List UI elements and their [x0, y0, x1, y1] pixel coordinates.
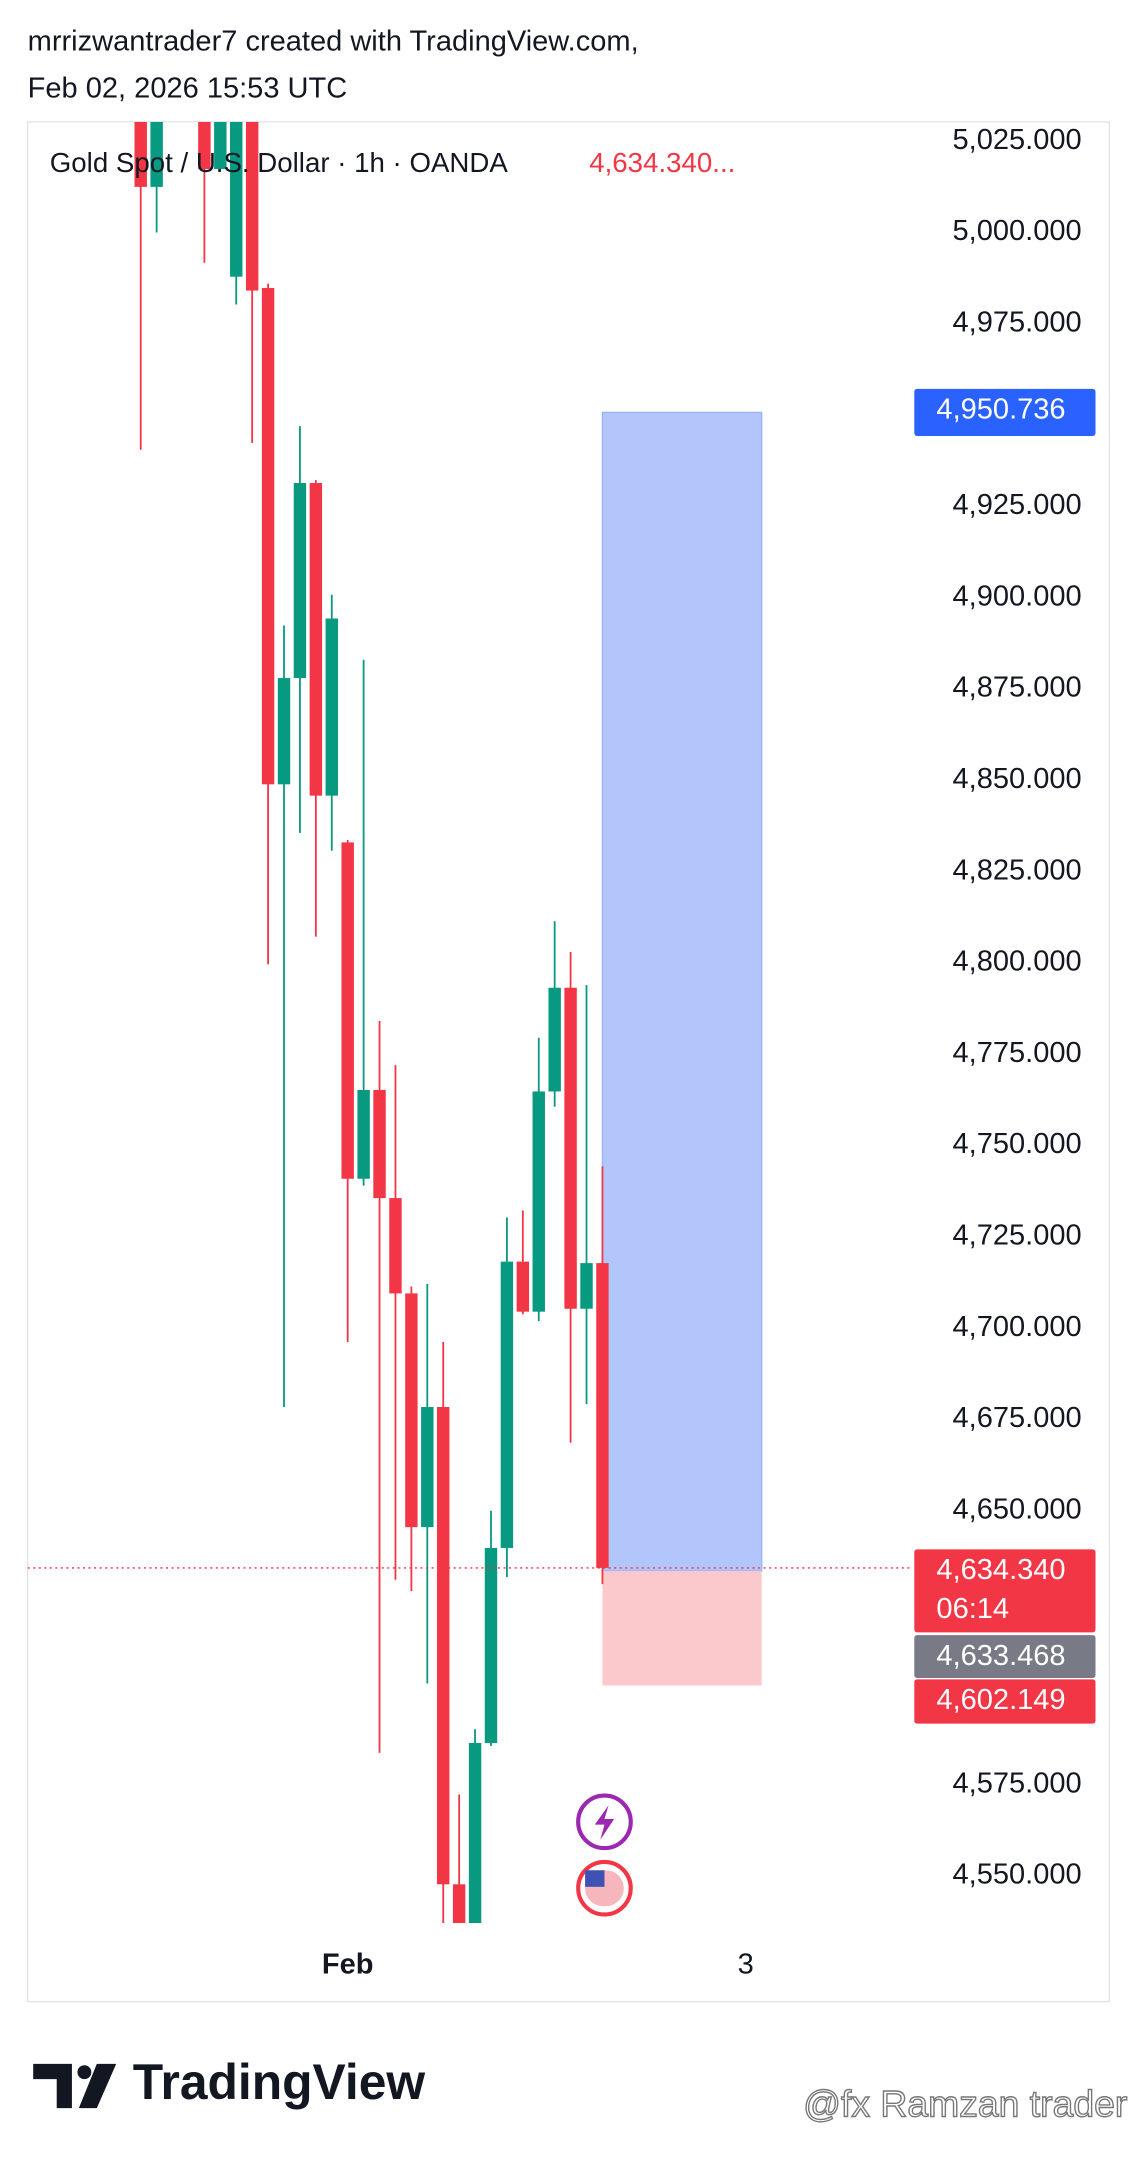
frame: [26, 121, 1111, 2003]
logo-dot: [77, 2065, 92, 2080]
header-line: mrrizwantrader7 created with TradingView…: [28, 26, 639, 58]
logo: TradingView: [33, 2054, 425, 2110]
price-tag-label: 4,950.736: [936, 394, 1065, 426]
body: [596, 1263, 609, 1568]
body: [293, 483, 307, 679]
body: [564, 987, 577, 1309]
price-tag-label: 4,602.149: [936, 1684, 1065, 1716]
y-tick-label: 5,000.000: [953, 215, 1082, 247]
body: [198, 121, 211, 169]
y-tick-label: 4,650.000: [953, 1493, 1082, 1525]
y-tick-label: 4,700.000: [953, 1311, 1082, 1343]
price-tag: [914, 1635, 1096, 1678]
y-tick-label: 4,825.000: [953, 854, 1082, 886]
body: [309, 483, 323, 796]
y-tick-label: 4,800.000: [953, 946, 1082, 978]
y-tick-label: 4,750.000: [953, 1128, 1082, 1160]
body: [452, 1884, 466, 1924]
brand: TradingView: [133, 2054, 426, 2110]
body: [437, 1406, 450, 1885]
target-zone: [601, 411, 763, 1572]
y-tick-label: 4,775.000: [953, 1037, 1082, 1069]
body: [150, 121, 163, 187]
event-icons: [576, 1793, 633, 1917]
price-tag-label: 4,633.468: [936, 1640, 1065, 1672]
countdown: 06:14: [936, 1593, 1009, 1625]
body: [230, 121, 243, 277]
y-tick-label: 4,550.000: [953, 1859, 1082, 1891]
watermark: @fx Ramzan trader: [803, 2083, 1127, 2125]
legend-value: 4,634.340...: [589, 147, 735, 178]
body: [373, 1089, 386, 1199]
body: [261, 288, 275, 785]
body: [277, 678, 291, 785]
body: [516, 1261, 530, 1312]
body: [389, 1198, 402, 1294]
y-tick-label: 4,575.000: [953, 1767, 1082, 1799]
body: [500, 1261, 514, 1548]
flag-canton: [585, 1870, 605, 1887]
y-tick-label: 4,925.000: [953, 489, 1082, 521]
price-tag: [914, 1679, 1096, 1724]
body: [484, 1547, 498, 1743]
y-tick-label: 4,900.000: [953, 580, 1082, 612]
logo-mark: [33, 2063, 117, 2109]
stop-zone: [602, 1571, 762, 1686]
lightning-glyph: [594, 1805, 615, 1840]
body: [405, 1293, 418, 1528]
body: [580, 1263, 593, 1309]
body: [245, 121, 259, 291]
price-tag-label: 4,634.340: [936, 1554, 1065, 1586]
price-tag: [914, 1549, 1096, 1633]
price-tag: [914, 388, 1096, 436]
body: [214, 121, 227, 169]
body: [341, 842, 354, 1179]
header-line: Feb 02, 2026 15:53 UTC: [28, 73, 348, 105]
plot-area: [27, 121, 913, 1924]
body: [532, 1091, 545, 1312]
y-tick-label: 4,975.000: [953, 306, 1082, 338]
x-tick-label: Feb: [322, 1948, 374, 1980]
body: [325, 618, 338, 796]
price-axis: 5,025.000 5,000.000 4,975.000 4,925.000 4,90…: [953, 124, 1082, 1891]
body: [548, 987, 561, 1092]
y-tick-label: 4,675.000: [953, 1402, 1082, 1434]
body: [468, 1742, 482, 1924]
body: [421, 1406, 434, 1528]
y-tick-label: 4,875.000: [953, 672, 1082, 704]
y-tick-label: 4,725.000: [953, 1219, 1082, 1251]
y-tick-label: 4,850.000: [953, 763, 1082, 795]
y-tick-label: 5,025.000: [953, 124, 1082, 156]
body: [357, 1089, 370, 1179]
legend-title: Gold Spot / U.S. Dollar · 1h · OANDA: [50, 147, 509, 178]
x-tick-label: 3: [738, 1948, 754, 1980]
body: [134, 121, 147, 187]
